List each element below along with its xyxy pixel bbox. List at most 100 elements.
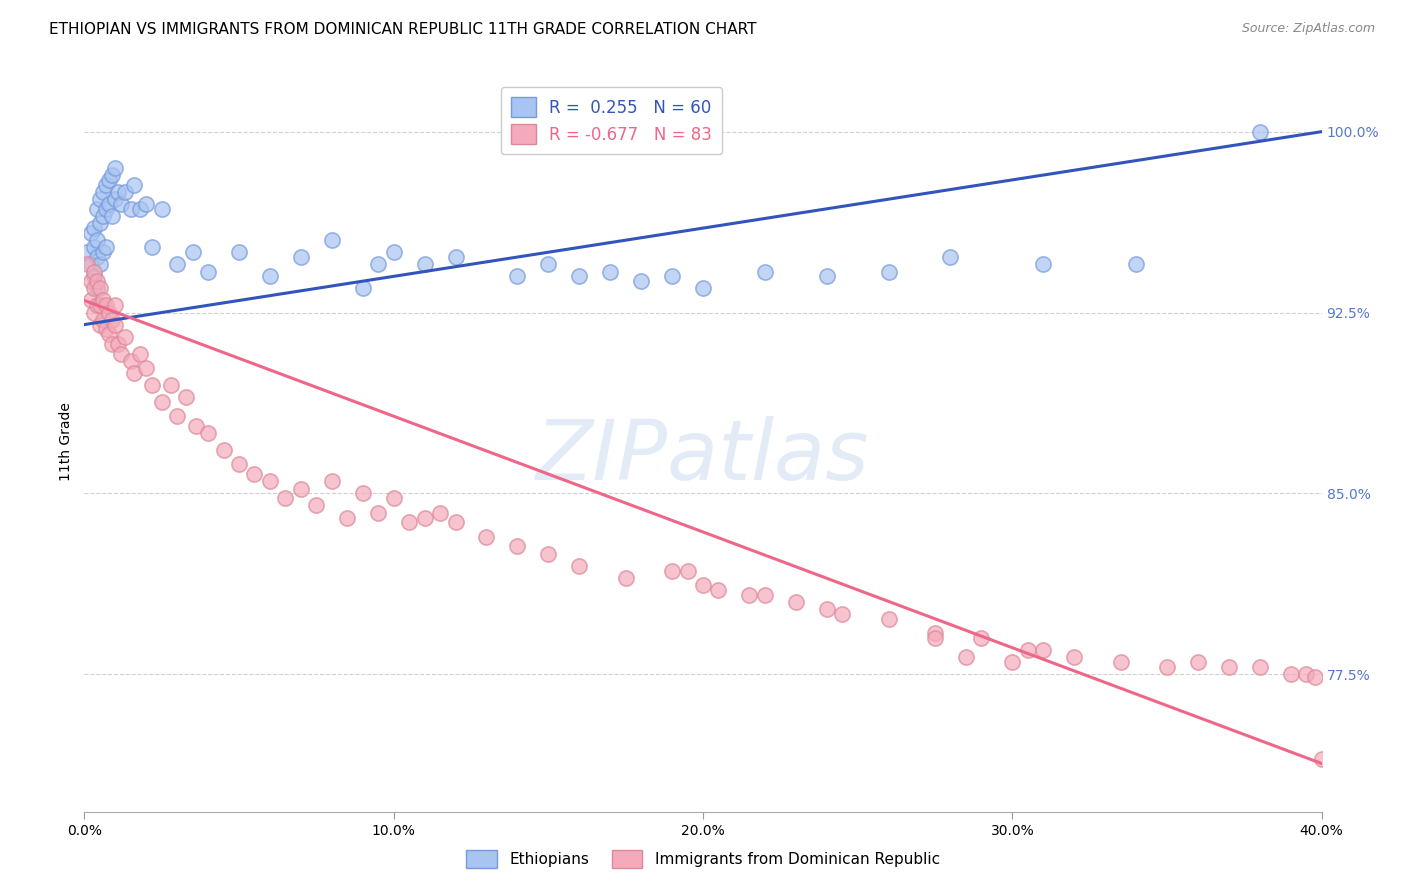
Point — [382, 491, 405, 506]
Point — [83, 221, 105, 235]
Point — [89, 318, 111, 332]
Point — [94, 322, 117, 336]
Point — [614, 571, 637, 585]
Point — [104, 318, 127, 332]
Point — [89, 298, 111, 312]
Point — [1156, 660, 1178, 674]
Point — [924, 626, 946, 640]
Point — [114, 185, 136, 199]
Point — [290, 482, 312, 496]
Point — [1001, 655, 1024, 669]
Point — [141, 377, 163, 392]
Point — [1063, 650, 1085, 665]
Point — [305, 499, 328, 513]
Point — [197, 426, 219, 441]
Point — [141, 240, 163, 254]
Point — [76, 257, 98, 271]
Point — [877, 264, 900, 278]
Point — [444, 250, 467, 264]
Point — [537, 547, 560, 561]
Point — [197, 264, 219, 278]
Point — [228, 245, 250, 260]
Point — [1305, 670, 1327, 684]
Point — [83, 240, 105, 254]
Text: ETHIOPIAN VS IMMIGRANTS FROM DOMINICAN REPUBLIC 11TH GRADE CORRELATION CHART: ETHIOPIAN VS IMMIGRANTS FROM DOMINICAN R… — [49, 22, 756, 37]
Point — [94, 298, 117, 312]
Point — [352, 281, 374, 295]
Point — [661, 564, 683, 578]
Point — [506, 540, 529, 554]
Point — [107, 185, 129, 199]
Point — [599, 264, 621, 278]
Point — [129, 202, 152, 216]
Point — [91, 209, 114, 223]
Point — [86, 202, 108, 216]
Point — [181, 245, 204, 260]
Point — [1249, 125, 1271, 139]
Point — [413, 510, 436, 524]
Point — [76, 245, 98, 260]
Point — [1032, 643, 1054, 657]
Point — [228, 458, 250, 472]
Point — [104, 192, 127, 206]
Point — [398, 516, 420, 530]
Point — [568, 269, 591, 284]
Point — [122, 178, 145, 192]
Point — [110, 197, 132, 211]
Point — [692, 281, 714, 295]
Point — [120, 353, 142, 368]
Point — [166, 409, 188, 424]
Point — [692, 578, 714, 592]
Point — [91, 185, 114, 199]
Point — [107, 337, 129, 351]
Point — [98, 305, 121, 319]
Point — [110, 346, 132, 360]
Point — [1032, 257, 1054, 271]
Point — [444, 516, 467, 530]
Point — [89, 216, 111, 230]
Point — [83, 281, 105, 295]
Point — [955, 650, 977, 665]
Point — [831, 607, 853, 621]
Point — [150, 202, 173, 216]
Point — [98, 173, 121, 187]
Point — [243, 467, 266, 481]
Point — [83, 264, 105, 278]
Point — [104, 298, 127, 312]
Point — [79, 257, 101, 271]
Text: ZIPatlas: ZIPatlas — [536, 416, 870, 497]
Point — [79, 274, 101, 288]
Point — [101, 209, 124, 223]
Point — [86, 233, 108, 247]
Point — [101, 312, 124, 326]
Point — [89, 281, 111, 295]
Point — [1125, 257, 1147, 271]
Point — [785, 595, 807, 609]
Point — [754, 264, 776, 278]
Point — [176, 390, 198, 404]
Point — [815, 269, 838, 284]
Point — [661, 269, 683, 284]
Point — [274, 491, 297, 506]
Point — [166, 257, 188, 271]
Point — [91, 245, 114, 260]
Point — [184, 418, 207, 433]
Point — [135, 361, 157, 376]
Point — [1249, 660, 1271, 674]
Point — [89, 257, 111, 271]
Point — [83, 269, 105, 284]
Point — [86, 298, 108, 312]
Point — [135, 197, 157, 211]
Point — [122, 366, 145, 380]
Point — [150, 394, 173, 409]
Point — [877, 612, 900, 626]
Point — [970, 631, 993, 645]
Legend: Ethiopians, Immigrants from Dominican Republic: Ethiopians, Immigrants from Dominican Re… — [460, 844, 946, 874]
Point — [98, 197, 121, 211]
Point — [89, 192, 111, 206]
Point — [120, 202, 142, 216]
Point — [1017, 643, 1039, 657]
Point — [754, 588, 776, 602]
Point — [738, 588, 761, 602]
Point — [537, 257, 560, 271]
